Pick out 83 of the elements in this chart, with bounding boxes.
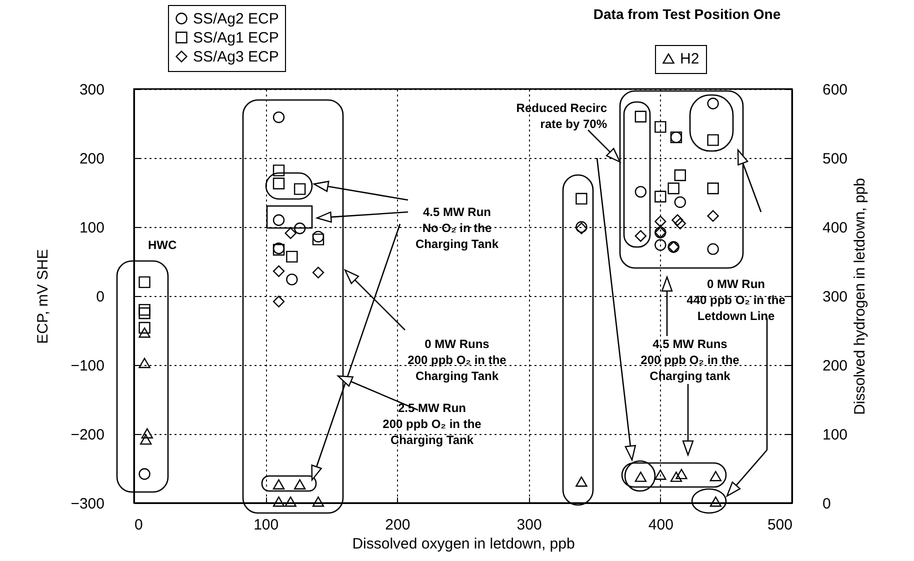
point bbox=[138, 358, 150, 368]
point bbox=[654, 216, 666, 228]
point bbox=[284, 227, 296, 240]
y-tick-label: 200 bbox=[79, 150, 104, 168]
point bbox=[710, 470, 722, 482]
y-tick-label: −300 bbox=[70, 496, 104, 512]
point bbox=[654, 470, 666, 480]
point bbox=[676, 468, 688, 480]
point bbox=[707, 243, 719, 255]
point bbox=[707, 182, 719, 194]
y2-tick-label: 300 bbox=[822, 288, 848, 306]
point bbox=[286, 274, 298, 286]
point bbox=[272, 265, 285, 278]
x-tick-label: 100 bbox=[254, 516, 279, 534]
point bbox=[138, 276, 150, 288]
annotation: 4.5 MW Runs 200 ppb O₂ in the Charging tank bbox=[640, 337, 740, 383]
point bbox=[672, 214, 684, 226]
legend-label: SS/Ag1 ECP bbox=[193, 30, 279, 46]
y2-tick-label: 100 bbox=[822, 426, 848, 444]
point bbox=[284, 496, 296, 507]
point bbox=[668, 182, 680, 194]
point bbox=[272, 479, 285, 490]
point bbox=[670, 472, 682, 482]
point bbox=[138, 468, 150, 480]
x-tick-label: 400 bbox=[648, 516, 674, 534]
point bbox=[272, 164, 285, 176]
point bbox=[634, 110, 647, 122]
y2-tick-label: 600 bbox=[822, 82, 848, 98]
legend-label: H2 bbox=[680, 50, 700, 68]
point bbox=[674, 196, 686, 208]
chart-title: Data from Test Position One bbox=[593, 6, 781, 22]
x-axis-title: Dissolved oxygen in letdown, ppb bbox=[352, 536, 575, 552]
point bbox=[272, 214, 285, 226]
legend-label: SS/Ag3 ECP bbox=[193, 48, 279, 66]
point bbox=[312, 234, 324, 246]
x-tick-label: 500 bbox=[767, 516, 792, 534]
point bbox=[272, 496, 285, 507]
annotation: 0 MW Run 440 ppb O₂ in the Letdown Line bbox=[686, 277, 786, 323]
y2-axis-title: Dissolved hydrogen in letdown, ppb bbox=[852, 178, 869, 415]
point bbox=[654, 121, 666, 133]
y2-tick-label: 400 bbox=[822, 220, 848, 236]
y-axis-title: ECP, mV SHE bbox=[34, 249, 52, 344]
point bbox=[576, 192, 588, 205]
point bbox=[654, 190, 666, 202]
point bbox=[272, 296, 285, 308]
point bbox=[654, 239, 666, 251]
y2-tick-label: 200 bbox=[822, 358, 848, 374]
point bbox=[634, 230, 647, 242]
y-tick-label: 100 bbox=[79, 220, 104, 236]
point bbox=[674, 218, 686, 230]
y-tick-label: 0 bbox=[96, 288, 104, 306]
point bbox=[272, 111, 285, 124]
point bbox=[707, 98, 719, 110]
y-tick-label: 300 bbox=[79, 82, 104, 98]
point bbox=[634, 186, 647, 198]
point bbox=[312, 496, 324, 507]
point bbox=[576, 476, 588, 487]
point bbox=[140, 434, 152, 445]
annotation: HWC bbox=[148, 238, 177, 252]
y2-tick-label: 500 bbox=[822, 150, 848, 168]
point bbox=[138, 307, 150, 320]
point bbox=[294, 479, 306, 490]
point bbox=[707, 134, 719, 146]
point bbox=[674, 169, 686, 182]
point bbox=[138, 322, 150, 334]
y-tick-label: −200 bbox=[70, 426, 104, 444]
x-tick-label: 200 bbox=[385, 516, 410, 534]
point bbox=[286, 250, 298, 263]
point bbox=[141, 428, 154, 438]
annotation: Reduced Recirc rate by 70% bbox=[516, 101, 608, 131]
point bbox=[312, 230, 324, 242]
x-tick-label: 300 bbox=[516, 516, 542, 534]
point bbox=[138, 327, 150, 338]
point bbox=[138, 304, 150, 316]
point bbox=[294, 222, 306, 234]
x-tick-label: 0 bbox=[134, 516, 143, 534]
legend-label: SS/Ag2 ECP bbox=[193, 10, 279, 28]
y2-tick-label: 0 bbox=[822, 496, 831, 512]
annotation: 0 MW Runs 200 ppb O₂ in the Charging Tank bbox=[408, 337, 507, 383]
point bbox=[707, 210, 719, 222]
point bbox=[312, 266, 324, 278]
point bbox=[710, 496, 722, 507]
y-tick-label: −100 bbox=[70, 358, 104, 374]
